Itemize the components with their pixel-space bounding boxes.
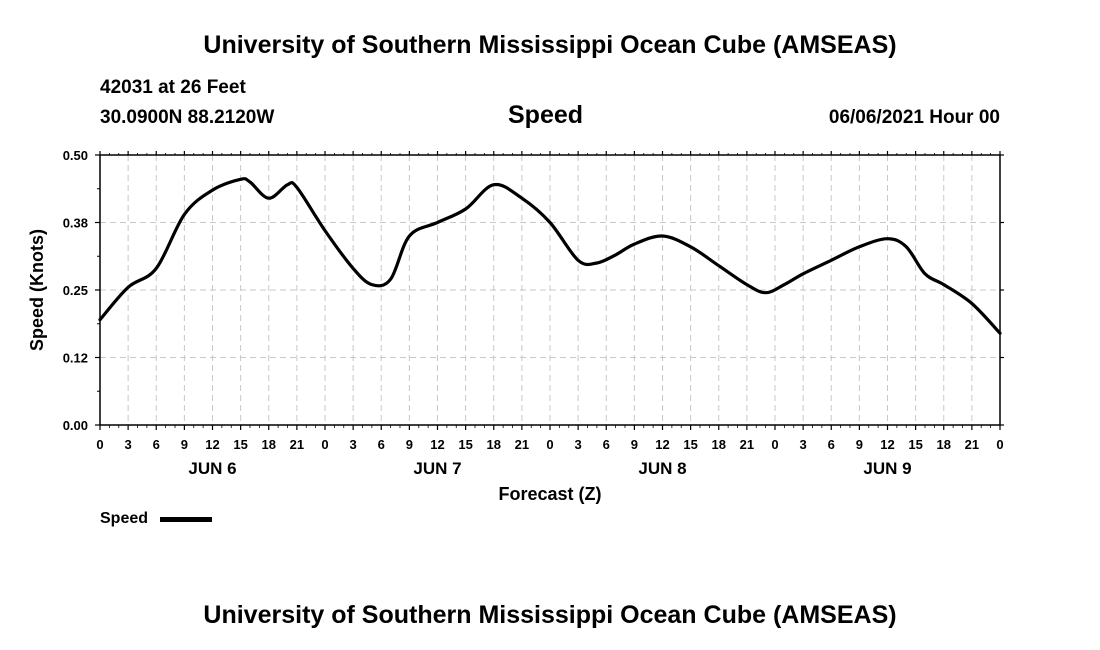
x-date-label: JUN 9: [863, 459, 911, 478]
x-tick-label: 0: [96, 437, 103, 452]
x-axis-title: Forecast (Z): [498, 484, 601, 504]
y-tick-label: 0.50: [63, 148, 88, 163]
x-tick-label: 9: [181, 437, 188, 452]
y-tick-label: 0.12: [63, 351, 88, 366]
x-tick-label: 15: [458, 437, 472, 452]
x-tick-label: 12: [880, 437, 894, 452]
x-tick-label: 21: [290, 437, 304, 452]
x-date-label: JUN 8: [638, 459, 686, 478]
x-tick-label: 15: [908, 437, 922, 452]
x-tick-label: 15: [233, 437, 247, 452]
series-layer: [98, 177, 1002, 335]
x-tick-label: 6: [603, 437, 610, 452]
x-tick-label: 3: [800, 437, 807, 452]
x-date-label: JUN 6: [188, 459, 236, 478]
x-tick-label: 9: [406, 437, 413, 452]
y-axis-title: Speed (Knots): [27, 229, 47, 351]
coordinates-label: 30.0900N 88.2120W: [100, 107, 275, 128]
station-label: 42031 at 26 Feet: [100, 77, 246, 98]
axes: 0.00 0.12 0.25 0.38 0.50 0 3 6 9 12 15 18 21 0 3 6 9 12 15…: [63, 148, 1004, 478]
x-tick-label: 12: [430, 437, 444, 452]
x-tick-label: 6: [153, 437, 160, 452]
x-tick-label: 0: [546, 437, 553, 452]
x-tick-label: 9: [856, 437, 863, 452]
x-tick-label: 0: [996, 437, 1003, 452]
x-tick-label: 18: [262, 437, 276, 452]
x-tick-label: 3: [350, 437, 357, 452]
grid-lines: [100, 155, 1000, 425]
x-tick-label: 6: [828, 437, 835, 452]
x-tick-label: 12: [205, 437, 219, 452]
legend-swatch: [160, 517, 212, 522]
x-tick-label: 6: [378, 437, 385, 452]
x-tick-label: 3: [125, 437, 132, 452]
x-tick-label: 15: [683, 437, 697, 452]
series-line-speed: [98, 177, 1002, 335]
x-tick-label: 21: [965, 437, 979, 452]
x-tick-label: 18: [487, 437, 501, 452]
x-tick-label: 9: [631, 437, 638, 452]
y-tick-label: 0.25: [63, 283, 88, 298]
y-tick-label: 0.38: [63, 216, 88, 231]
x-tick-label: 0: [321, 437, 328, 452]
x-tick-label: 3: [575, 437, 582, 452]
chart-title-bottom: University of Southern Mississippi Ocean…: [203, 601, 897, 629]
x-date-label: JUN 7: [413, 459, 461, 478]
x-tick-label: 21: [515, 437, 529, 452]
x-tick-label: 12: [655, 437, 669, 452]
forecast-time-label: 06/06/2021 Hour 00: [828, 107, 1000, 128]
x-tick-label: 0: [771, 437, 778, 452]
chart-title-top: University of Southern Mississippi Ocean…: [203, 31, 897, 59]
x-tick-label: 21: [740, 437, 754, 452]
legend-label: Speed: [100, 510, 149, 527]
x-tick-label: 18: [937, 437, 951, 452]
y-tick-label: 0.00: [63, 418, 88, 433]
variable-title: Speed: [508, 101, 584, 129]
x-tick-label: 18: [712, 437, 726, 452]
